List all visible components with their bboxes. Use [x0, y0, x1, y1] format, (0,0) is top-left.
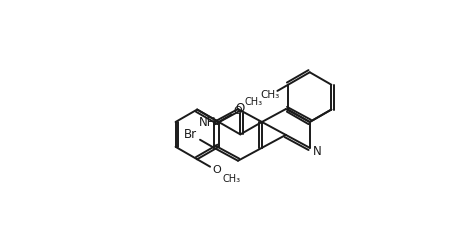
- Text: O: O: [234, 106, 242, 116]
- Text: O: O: [212, 165, 221, 176]
- Text: CH₃: CH₃: [223, 174, 241, 184]
- Text: Br: Br: [184, 128, 197, 141]
- Text: NH: NH: [199, 117, 217, 129]
- Text: CH₃: CH₃: [244, 97, 262, 107]
- Text: O: O: [236, 102, 245, 115]
- Text: CH₃: CH₃: [260, 90, 279, 100]
- Text: N: N: [313, 145, 322, 158]
